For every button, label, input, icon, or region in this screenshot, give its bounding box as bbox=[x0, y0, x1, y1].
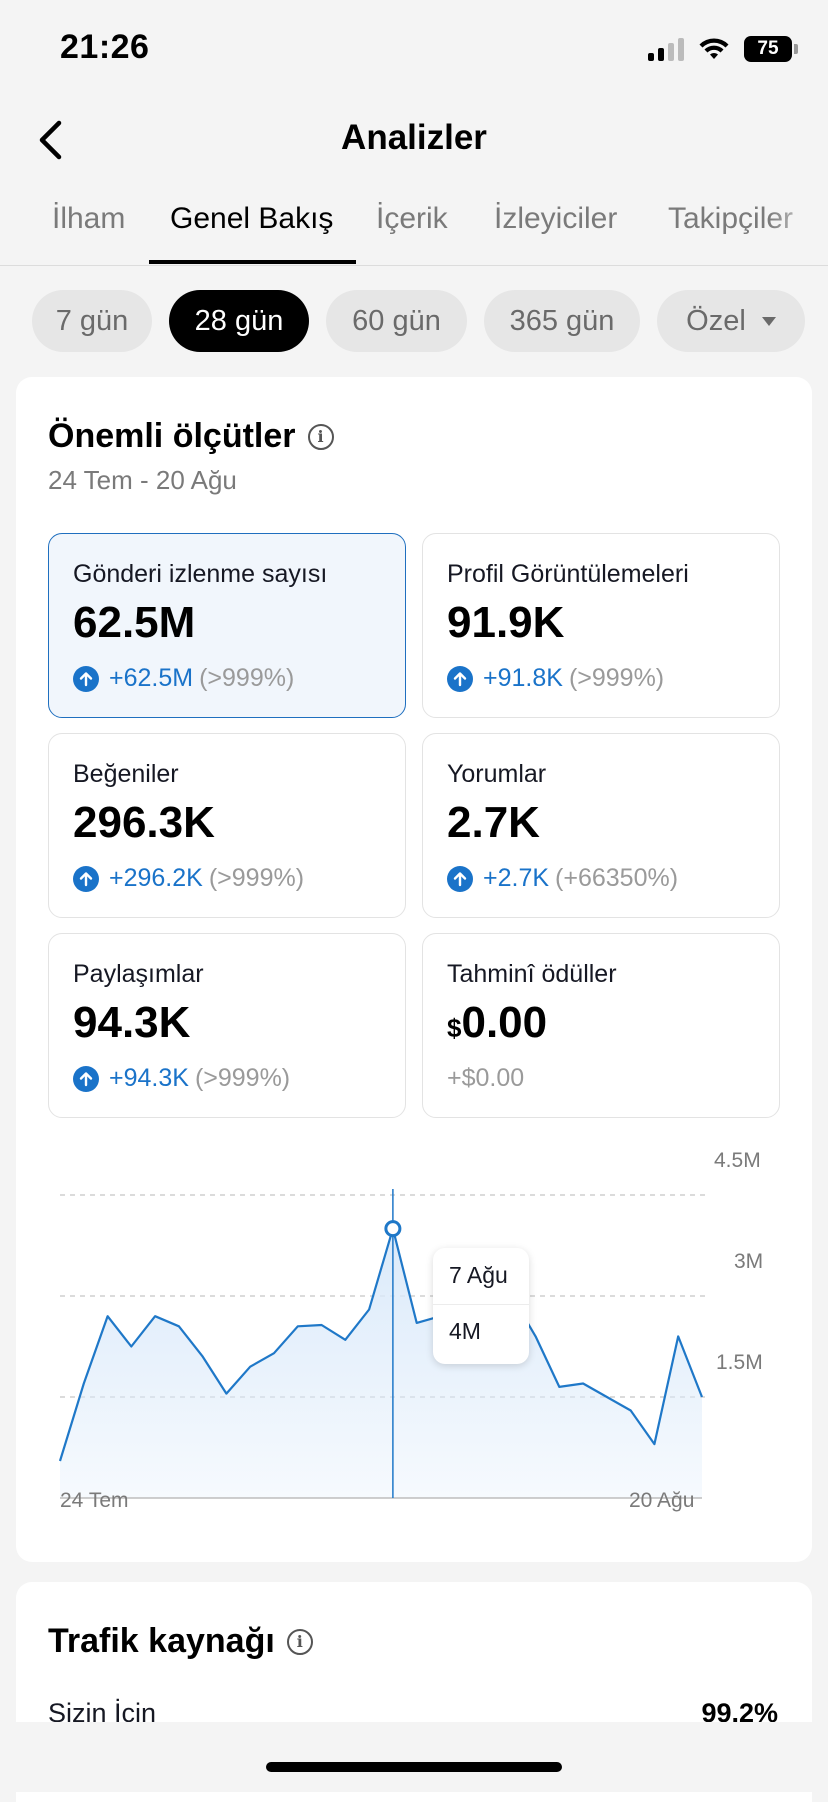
tab-icerik[interactable]: İçerik bbox=[376, 202, 448, 236]
metric-change: +$0.00 bbox=[447, 1064, 524, 1093]
cellular-signal-icon bbox=[648, 37, 684, 61]
change-value: +296.2K bbox=[109, 864, 203, 893]
x-end-label: 20 Ağu bbox=[629, 1489, 694, 1513]
bottom-safe-area bbox=[0, 1722, 828, 1792]
tooltip-divider bbox=[433, 1304, 529, 1305]
page-title: Analizler bbox=[0, 118, 828, 158]
y-tick-label: 3M bbox=[734, 1250, 763, 1274]
period-label: 365 gün bbox=[510, 305, 615, 338]
metric-value: 2.7K bbox=[447, 798, 540, 848]
home-indicator[interactable] bbox=[266, 1762, 562, 1772]
metric-value: 62.5M bbox=[73, 598, 195, 648]
period-7-days[interactable]: 7 gün bbox=[32, 290, 152, 352]
status-time: 21:26 bbox=[60, 28, 149, 67]
metric-comments[interactable]: Yorumlar 2.7K +2.7K (+66350%) bbox=[422, 733, 780, 918]
chart-tooltip: 7 Ağu 4M bbox=[433, 1248, 529, 1364]
metric-change: +94.3K (>999%) bbox=[73, 1064, 290, 1093]
metric-profile-views[interactable]: Profil Görüntülemeleri 91.9K +91.8K (>99… bbox=[422, 533, 780, 718]
change-value: +91.8K bbox=[483, 664, 563, 693]
tab-bar: İlham Genel Bakış İçerik İzleyiciler Tak… bbox=[0, 196, 828, 266]
y-tick-label: 1.5M bbox=[716, 1351, 763, 1375]
y-tick-label: 4.5M bbox=[714, 1149, 761, 1173]
key-metrics-title: Önemli ölçütler bbox=[48, 417, 296, 456]
status-icons: 75 bbox=[648, 34, 792, 64]
metric-label: Profil Görüntülemeleri bbox=[447, 560, 689, 589]
metric-change: +296.2K (>999%) bbox=[73, 864, 304, 893]
period-60-days[interactable]: 60 gün bbox=[326, 290, 467, 352]
period-label: 7 gün bbox=[56, 305, 129, 338]
change-percent: (>999%) bbox=[199, 664, 294, 693]
tooltip-date: 7 Ağu bbox=[449, 1262, 508, 1289]
tab-ilham[interactable]: İlham bbox=[52, 202, 125, 236]
date-range: 24 Tem - 20 Ağu bbox=[48, 465, 237, 496]
currency-symbol: $ bbox=[447, 1013, 461, 1043]
metric-change: +2.7K (+66350%) bbox=[447, 864, 678, 893]
metric-value: $0.00 bbox=[447, 998, 547, 1048]
change-percent: (>999%) bbox=[209, 864, 304, 893]
section-title: Trafik kaynağı i bbox=[48, 1622, 313, 1661]
tab-izleyiciler[interactable]: İzleyiciler bbox=[494, 202, 617, 236]
arrow-up-icon bbox=[447, 666, 473, 692]
tab-genel-bakis[interactable]: Genel Bakış bbox=[170, 202, 333, 236]
section-title: Önemli ölçütler i bbox=[48, 417, 334, 456]
tab-fade bbox=[768, 196, 828, 256]
info-icon[interactable]: i bbox=[308, 424, 334, 450]
info-icon[interactable]: i bbox=[287, 1629, 313, 1655]
tooltip-value: 4M bbox=[449, 1318, 481, 1345]
metric-label: Yorumlar bbox=[447, 760, 546, 789]
change-percent: (>999%) bbox=[569, 664, 664, 693]
caret-down-icon bbox=[762, 317, 776, 326]
wifi-icon bbox=[698, 37, 730, 61]
metric-value: 296.3K bbox=[73, 798, 215, 848]
arrow-up-icon bbox=[73, 1066, 99, 1092]
rewards-amount: 0.00 bbox=[461, 998, 547, 1047]
period-label: 28 gün bbox=[195, 305, 284, 338]
metric-value: 94.3K bbox=[73, 998, 190, 1048]
active-tab-indicator bbox=[149, 260, 356, 264]
metric-change: +62.5M (>999%) bbox=[73, 664, 294, 693]
metric-value: 91.9K bbox=[447, 598, 564, 648]
traffic-title: Trafik kaynağı bbox=[48, 1622, 275, 1661]
metric-estimated-rewards[interactable]: Tahminî ödüller $0.00 +$0.00 bbox=[422, 933, 780, 1118]
metric-label: Gönderi izlenme sayısı bbox=[73, 560, 327, 589]
x-start-label: 24 Tem bbox=[60, 1489, 129, 1513]
period-custom[interactable]: Özel bbox=[657, 290, 805, 352]
key-metrics-card: Önemli ölçütler i 24 Tem - 20 Ağu Gönder… bbox=[16, 377, 812, 1562]
period-label: Özel bbox=[686, 305, 746, 338]
battery-icon: 75 bbox=[744, 36, 792, 62]
metric-change: +91.8K (>999%) bbox=[447, 664, 664, 693]
metric-likes[interactable]: Beğeniler 296.3K +296.2K (>999%) bbox=[48, 733, 406, 918]
highlight-point bbox=[386, 1222, 400, 1236]
post-views-chart[interactable] bbox=[16, 1147, 812, 1527]
arrow-up-icon bbox=[73, 866, 99, 892]
change-value: +62.5M bbox=[109, 664, 193, 693]
metric-label: Tahminî ödüller bbox=[447, 960, 617, 989]
period-label: 60 gün bbox=[352, 305, 441, 338]
arrow-up-icon bbox=[73, 666, 99, 692]
change-value: +2.7K bbox=[483, 864, 549, 893]
metric-shares[interactable]: Paylaşımlar 94.3K +94.3K (>999%) bbox=[48, 933, 406, 1118]
change-percent: (+66350%) bbox=[555, 864, 678, 893]
arrow-up-icon bbox=[447, 866, 473, 892]
period-28-days[interactable]: 28 gün bbox=[169, 290, 309, 352]
metric-label: Beğeniler bbox=[73, 760, 179, 789]
change-value: +$0.00 bbox=[447, 1064, 524, 1093]
period-365-days[interactable]: 365 gün bbox=[484, 290, 640, 352]
change-value: +94.3K bbox=[109, 1064, 189, 1093]
change-percent: (>999%) bbox=[195, 1064, 290, 1093]
metric-label: Paylaşımlar bbox=[73, 960, 204, 989]
metric-post-views[interactable]: Gönderi izlenme sayısı 62.5M +62.5M (>99… bbox=[48, 533, 406, 718]
